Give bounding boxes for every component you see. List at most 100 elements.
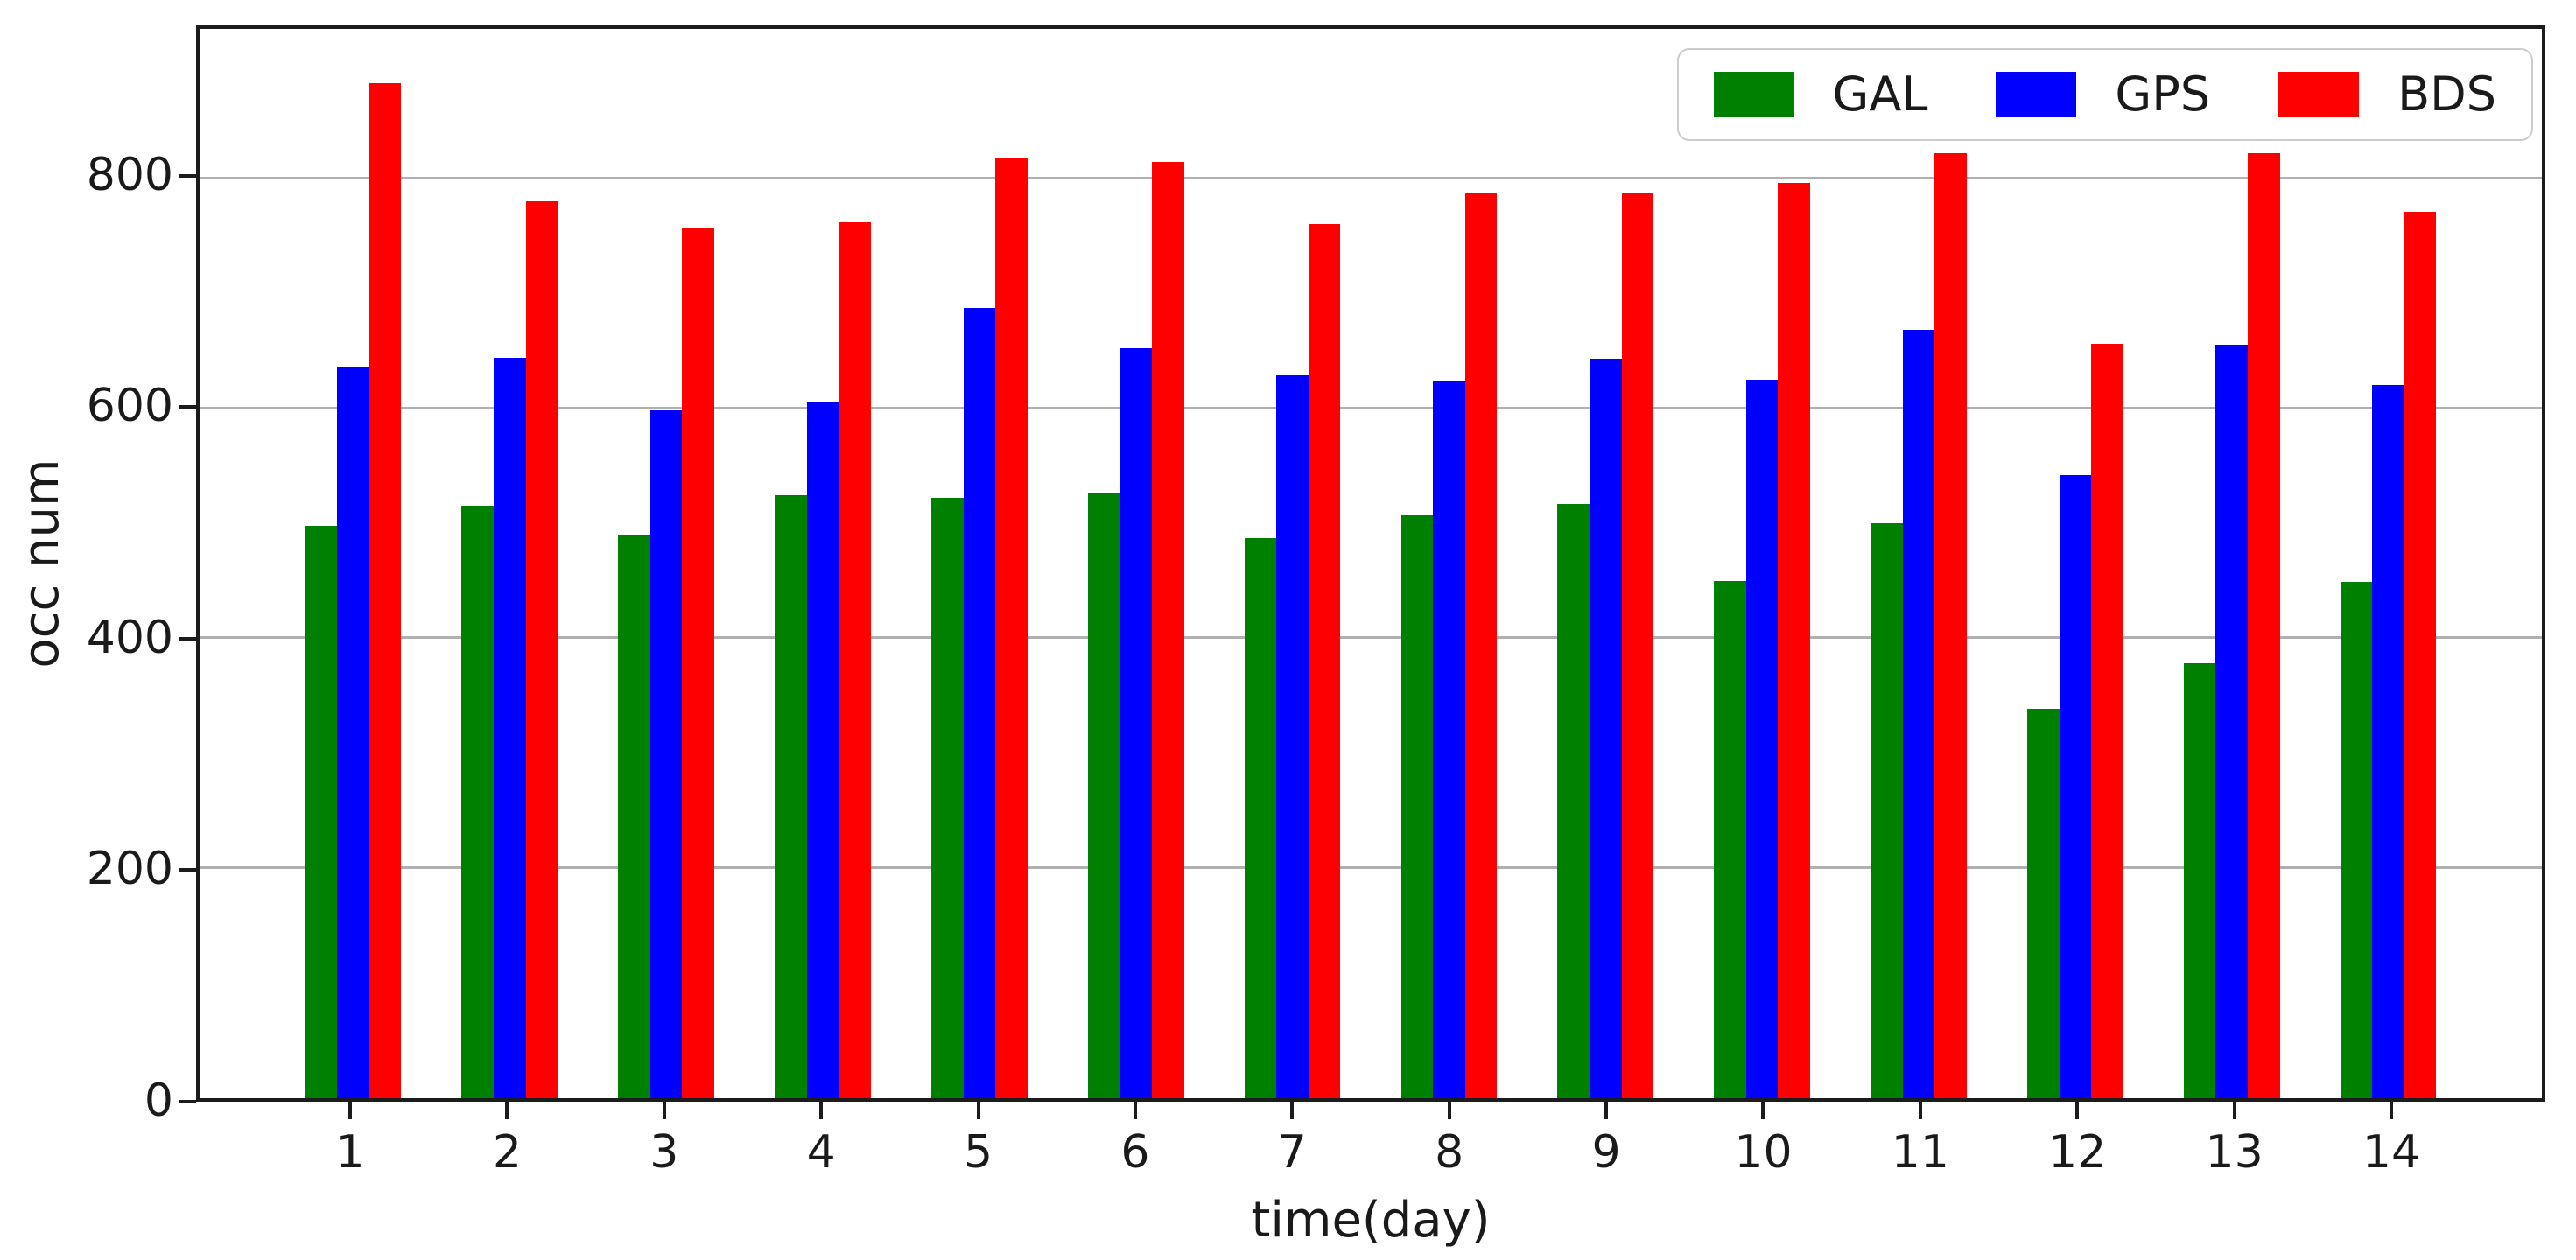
bar-group-day-6: [1087, 29, 1184, 1098]
legend-swatch-bds-icon: [2278, 72, 2360, 117]
x-tick-label-1: 1: [335, 1126, 365, 1179]
bar-bds-day-14: [2404, 211, 2437, 1098]
legend-label-gal: GAL: [1832, 66, 1928, 122]
bar-group-day-10: [1714, 29, 1810, 1098]
bar-group-day-7: [1244, 29, 1341, 1098]
y-tick-label-0: 0: [144, 1074, 173, 1127]
bar-bds-day-1: [369, 82, 402, 1098]
x-tick-mark-2: [505, 1102, 509, 1119]
bar-bds-day-7: [1308, 224, 1341, 1098]
bar-bds-day-9: [1621, 192, 1654, 1098]
bar-group-day-13: [2183, 29, 2280, 1098]
x-tick-label-7: 7: [1277, 1126, 1307, 1179]
bar-gps-day-7: [1276, 374, 1309, 1098]
bar-gps-day-13: [2215, 345, 2248, 1098]
bar-group-day-2: [461, 29, 558, 1098]
x-tick-label-9: 9: [1591, 1126, 1621, 1179]
bar-gps-day-6: [1120, 348, 1152, 1098]
gridline-800: [200, 176, 2542, 179]
y-tick-mark-0: [179, 1100, 196, 1103]
x-tick-mark-1: [348, 1102, 352, 1119]
x-tick-mark-7: [1290, 1102, 1295, 1119]
x-tick-label-10: 10: [1734, 1126, 1793, 1179]
gridline-200: [200, 866, 2542, 870]
bar-bds-day-2: [525, 201, 558, 1098]
bar-gal-day-3: [618, 536, 650, 1098]
legend-label-bds: BDS: [2397, 66, 2496, 122]
plot-area: GAL GPS BDS: [196, 25, 2545, 1102]
bar-gps-day-11: [1902, 330, 1935, 1098]
bar-bds-day-11: [1934, 152, 1967, 1098]
bar-gps-day-4: [806, 401, 839, 1098]
bar-group-day-8: [1400, 29, 1498, 1098]
bar-group-day-1: [305, 29, 402, 1098]
legend: GAL GPS BDS: [1676, 48, 2533, 141]
legend-swatch-gps-icon: [1996, 72, 2077, 117]
x-tick-mark-8: [1447, 1102, 1451, 1119]
bar-gal-day-9: [1557, 503, 1590, 1098]
bar-bds-day-10: [1778, 183, 1810, 1098]
x-tick-label-11: 11: [1891, 1126, 1949, 1179]
legend-label-gps: GPS: [2115, 66, 2211, 122]
y-tick-label-200: 200: [86, 843, 173, 896]
bar-gps-day-1: [337, 367, 369, 1098]
bar-group-day-12: [2026, 29, 2123, 1098]
bar-gal-day-1: [305, 525, 338, 1098]
x-tick-mark-6: [1133, 1102, 1137, 1119]
y-axis-label: occ num: [13, 458, 70, 668]
bar-gps-day-14: [2372, 385, 2404, 1098]
x-tick-mark-9: [1604, 1102, 1609, 1119]
x-tick-label-13: 13: [2205, 1126, 2264, 1179]
bar-gal-day-2: [461, 506, 495, 1098]
bar-gps-day-5: [963, 308, 996, 1098]
bar-bds-day-3: [682, 228, 715, 1098]
x-tick-mark-11: [1918, 1102, 1922, 1119]
bar-gal-day-14: [2340, 582, 2373, 1098]
bar-gal-day-8: [1400, 514, 1434, 1098]
bar-gal-day-13: [2183, 663, 2216, 1098]
y-tick-label-800: 800: [86, 148, 173, 201]
bar-gal-day-10: [1714, 580, 1746, 1098]
x-tick-label-3: 3: [649, 1126, 679, 1179]
x-tick-label-14: 14: [2362, 1126, 2421, 1179]
bar-bds-day-13: [2247, 152, 2280, 1098]
bar-group-day-4: [775, 29, 871, 1098]
x-tick-label-8: 8: [1435, 1126, 1464, 1179]
bar-gal-day-5: [931, 498, 964, 1098]
x-tick-mark-4: [819, 1102, 824, 1119]
legend-item-gps: GPS: [1996, 71, 2210, 118]
legend-item-bds: BDS: [2278, 71, 2496, 118]
y-tick-mark-200: [179, 868, 196, 872]
legend-swatch-gal-icon: [1713, 72, 1794, 117]
y-tick-label-400: 400: [86, 611, 173, 664]
bar-gps-day-2: [494, 357, 526, 1098]
x-tick-mark-3: [662, 1102, 666, 1119]
bar-group-day-3: [618, 29, 715, 1098]
bar-bds-day-5: [995, 158, 1028, 1098]
bar-gps-day-3: [649, 410, 683, 1098]
bar-gps-day-12: [2059, 474, 2092, 1098]
bar-group-day-9: [1557, 29, 1654, 1098]
bar-gal-day-11: [1871, 523, 1903, 1098]
bar-gps-day-10: [1745, 379, 1779, 1098]
bar-bds-day-6: [1152, 162, 1184, 1098]
x-tick-label-12: 12: [2048, 1126, 2107, 1179]
y-tick-mark-400: [179, 636, 196, 640]
bar-bds-day-4: [839, 221, 871, 1098]
gridline-600: [200, 406, 2542, 410]
y-tick-mark-600: [179, 405, 196, 410]
x-tick-mark-14: [2389, 1102, 2393, 1119]
x-tick-mark-12: [2075, 1102, 2080, 1119]
y-tick-label-600: 600: [86, 380, 173, 433]
bar-gal-day-12: [2026, 708, 2060, 1098]
x-tick-label-6: 6: [1120, 1126, 1150, 1179]
x-axis-label: time(day): [1251, 1192, 1491, 1249]
x-tick-mark-10: [1761, 1102, 1765, 1119]
bar-bds-day-8: [1464, 192, 1498, 1098]
bar-group-day-14: [2340, 29, 2437, 1098]
bar-group-day-5: [931, 29, 1028, 1098]
y-tick-mark-800: [179, 173, 196, 178]
bar-gps-day-9: [1590, 359, 1622, 1098]
legend-item-gal: GAL: [1713, 66, 1928, 122]
bar-bds-day-12: [2091, 344, 2123, 1098]
